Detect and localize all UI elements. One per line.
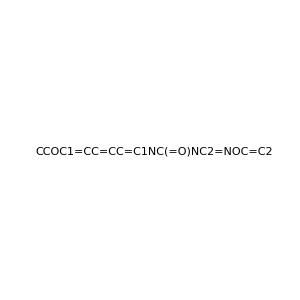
Text: CCOC1=CC=CC=C1NC(=O)NC2=NOC=C2: CCOC1=CC=CC=C1NC(=O)NC2=NOC=C2 xyxy=(35,146,273,157)
